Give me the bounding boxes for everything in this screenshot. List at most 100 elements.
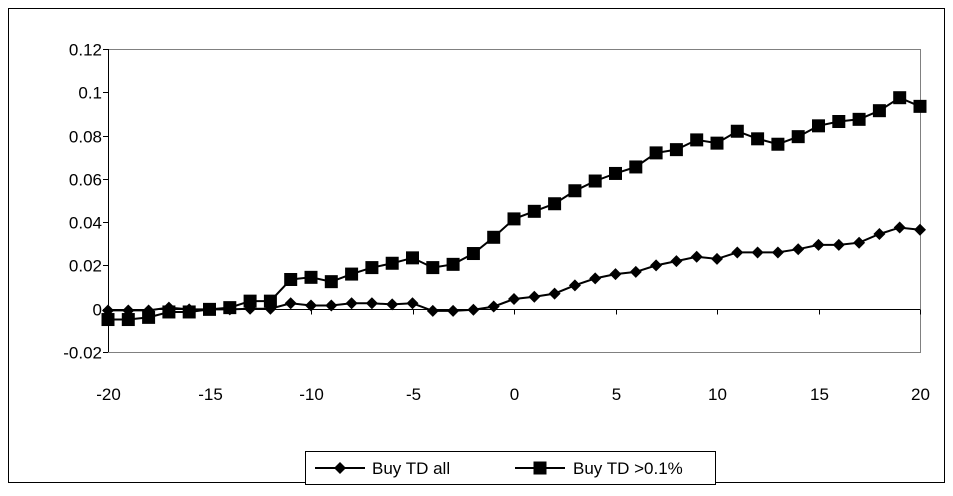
x-tick-label: -15	[198, 385, 223, 404]
data-point	[305, 299, 317, 312]
data-point	[649, 146, 663, 160]
y-tick-label: 0	[93, 301, 102, 320]
data-point	[853, 236, 866, 249]
data-point	[325, 299, 338, 312]
series-2	[101, 91, 927, 327]
legend-label: Buy TD >0.1%	[573, 459, 683, 478]
data-point	[385, 256, 399, 270]
x-tick-label: -5	[406, 385, 421, 404]
data-point	[751, 132, 765, 146]
data-point	[487, 230, 501, 244]
data-point	[609, 268, 622, 281]
data-point	[629, 160, 643, 174]
legend-box	[305, 451, 716, 485]
data-point	[791, 130, 805, 144]
data-point	[182, 305, 196, 319]
data-point	[324, 275, 338, 289]
data-point	[812, 238, 825, 251]
data-point	[467, 303, 480, 316]
data-point	[101, 313, 115, 327]
data-point	[650, 259, 663, 272]
data-point	[771, 137, 785, 151]
data-point	[852, 112, 866, 126]
legend-label: Buy TD all	[372, 459, 450, 478]
data-point	[792, 243, 805, 256]
data-point	[731, 246, 744, 259]
legend: Buy TD all Buy TD >0.1%	[305, 451, 716, 485]
data-point	[406, 297, 419, 310]
data-point	[365, 261, 379, 275]
data-point	[913, 99, 927, 113]
data-point	[446, 257, 460, 271]
data-point	[426, 304, 439, 317]
series-layer	[101, 91, 927, 327]
data-point	[629, 265, 642, 278]
data-point	[710, 136, 724, 150]
data-point	[730, 124, 744, 138]
data-point	[812, 119, 825, 133]
x-axis: -20 -15 -10 -5 0 5 10 15 20	[96, 309, 930, 404]
legend-entry: Buy TD >0.1%	[515, 459, 683, 478]
data-point	[588, 174, 602, 188]
x-tick-label: 15	[810, 385, 829, 404]
data-point	[121, 313, 135, 327]
data-point	[771, 246, 784, 259]
x-tick-label: 20	[911, 385, 930, 404]
data-point	[365, 297, 378, 310]
data-point	[711, 252, 723, 265]
x-tick-label: 5	[612, 385, 621, 404]
x-tick-label: 10	[708, 385, 727, 404]
legend-entry: Buy TD all	[315, 459, 450, 478]
data-point	[589, 272, 602, 285]
data-point	[669, 143, 683, 157]
legend-marker	[334, 462, 346, 474]
x-tick-label: 0	[510, 385, 519, 404]
data-point	[609, 166, 622, 180]
data-point	[528, 290, 541, 303]
data-point	[304, 270, 318, 284]
data-point	[568, 279, 581, 292]
y-tick-label: 0.12	[69, 41, 102, 60]
legend-marker	[533, 461, 547, 475]
data-point	[832, 115, 846, 129]
data-point	[832, 238, 845, 251]
data-point	[487, 300, 500, 313]
data-point	[466, 247, 480, 261]
data-point	[690, 250, 703, 263]
data-point	[893, 221, 906, 234]
data-point	[142, 310, 156, 324]
data-point	[243, 294, 257, 308]
data-point	[548, 287, 561, 300]
y-tick-label: 0.08	[69, 128, 102, 147]
data-point	[670, 255, 683, 268]
data-point	[914, 223, 926, 236]
data-point	[893, 91, 907, 105]
data-point	[548, 197, 562, 211]
data-point	[203, 302, 216, 316]
data-point	[568, 184, 582, 198]
y-tick-label: 0.04	[69, 214, 102, 233]
data-point	[162, 305, 176, 319]
data-point	[751, 246, 764, 259]
y-tick-label: -0.02	[63, 344, 102, 363]
data-point	[690, 133, 704, 147]
y-tick-label: 0.06	[69, 171, 102, 190]
data-point	[873, 228, 886, 241]
data-point	[447, 304, 460, 317]
data-point	[386, 298, 399, 311]
data-point	[426, 261, 440, 275]
data-point	[223, 301, 237, 315]
x-tick-label: -10	[299, 385, 324, 404]
data-point	[508, 292, 520, 305]
data-point	[263, 294, 277, 308]
data-point	[345, 267, 359, 281]
data-point	[406, 251, 419, 265]
data-point	[872, 104, 886, 118]
y-tick-label: 0.1	[78, 84, 102, 103]
data-point	[527, 204, 541, 218]
y-tick-label: 0.02	[69, 257, 102, 276]
data-point	[284, 272, 298, 286]
data-point	[284, 297, 297, 310]
